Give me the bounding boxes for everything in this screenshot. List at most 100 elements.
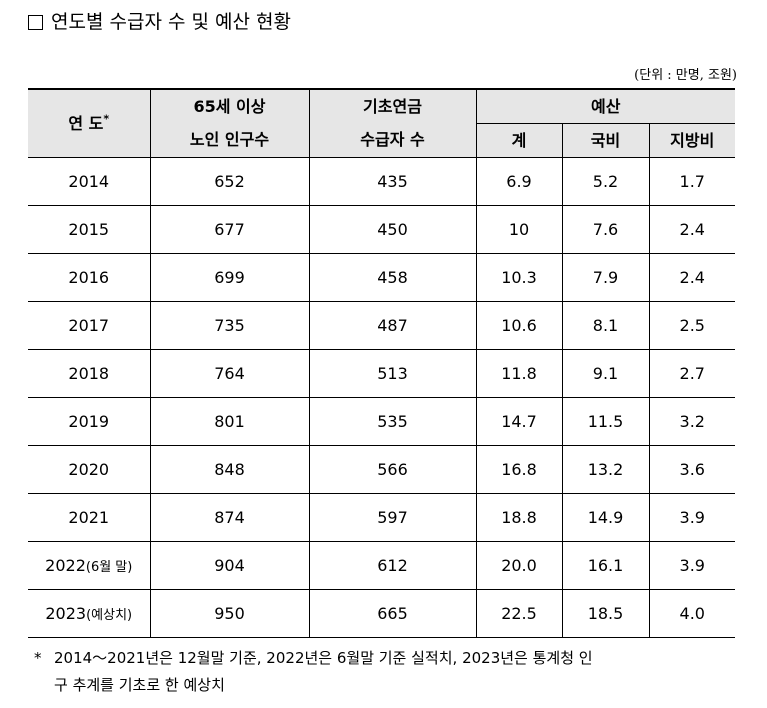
year-note: (예상치) xyxy=(86,608,133,623)
title-text: 연도별 수급자 수 및 예산 현황 xyxy=(51,11,291,33)
document-title: 연도별 수급자 수 및 예산 현황 xyxy=(28,8,291,36)
table-row: 2014 652 435 6.9 5.2 1.7 xyxy=(28,157,735,206)
table-row: 2021 874 597 18.8 14.9 3.9 xyxy=(28,493,735,542)
header-year: 연 도* xyxy=(28,88,151,158)
year-value: 2017 xyxy=(68,316,110,335)
year-value: 2021 xyxy=(68,508,110,527)
budget-table: 연 도* 65세 이상 노인 인구수 기초연금 수급자 수 예산 계 국비 지방… xyxy=(28,88,735,638)
table-row: 2019 801 535 14.7 11.5 3.2 xyxy=(28,397,735,446)
cell-elderly: 874 xyxy=(149,493,310,542)
header-year-label: 연 도 xyxy=(68,113,104,133)
cell-year: 2021 xyxy=(28,493,151,542)
cell-recipients: 450 xyxy=(308,205,477,254)
cell-year: 2015 xyxy=(28,205,151,254)
cell-local: 3.2 xyxy=(648,397,735,446)
cell-local: 4.0 xyxy=(648,589,735,638)
year-value: 2015 xyxy=(68,220,110,239)
cell-recipients: 665 xyxy=(308,589,477,638)
cell-local: 3.6 xyxy=(648,445,735,494)
cell-local: 2.5 xyxy=(648,301,735,350)
table-row: 2023(예상치) 950 665 22.5 18.5 4.0 xyxy=(28,589,735,638)
cell-year: 2023(예상치) xyxy=(28,589,151,638)
cell-elderly: 652 xyxy=(149,157,310,206)
cell-elderly: 699 xyxy=(149,253,310,302)
cell-elderly: 735 xyxy=(149,301,310,350)
cell-national: 9.1 xyxy=(561,349,650,398)
cell-local: 2.4 xyxy=(648,253,735,302)
header-recipients: 기초연금 수급자 수 xyxy=(308,88,477,158)
cell-total: 22.5 xyxy=(475,589,563,638)
cell-recipients: 487 xyxy=(308,301,477,350)
cell-local: 2.7 xyxy=(648,349,735,398)
cell-total: 10.6 xyxy=(475,301,563,350)
header-national: 국비 xyxy=(561,123,650,158)
cell-year: 2018 xyxy=(28,349,151,398)
header-elderly: 65세 이상 노인 인구수 xyxy=(149,88,310,158)
header-year-mark: * xyxy=(103,112,110,126)
cell-elderly: 677 xyxy=(149,205,310,254)
year-value: 2019 xyxy=(68,412,110,431)
cell-national: 13.2 xyxy=(561,445,650,494)
cell-elderly: 764 xyxy=(149,349,310,398)
cell-year: 2019 xyxy=(28,397,151,446)
cell-national: 7.9 xyxy=(561,253,650,302)
cell-local: 2.4 xyxy=(648,205,735,254)
cell-national: 11.5 xyxy=(561,397,650,446)
cell-total: 18.8 xyxy=(475,493,563,542)
header-budget: 예산 xyxy=(475,88,735,124)
cell-national: 8.1 xyxy=(561,301,650,350)
cell-recipients: 535 xyxy=(308,397,477,446)
header-elderly-line2: 노인 인구수 xyxy=(189,130,270,149)
cell-national: 7.6 xyxy=(561,205,650,254)
header-recipients-line2: 수급자 수 xyxy=(360,130,425,149)
cell-national: 14.9 xyxy=(561,493,650,542)
year-value: 2023 xyxy=(45,604,87,623)
table-row: 2015 677 450 10 7.6 2.4 xyxy=(28,205,735,254)
cell-total: 14.7 xyxy=(475,397,563,446)
cell-total: 11.8 xyxy=(475,349,563,398)
year-value: 2020 xyxy=(68,460,110,479)
cell-total: 20.0 xyxy=(475,541,563,590)
footnote-line2: 구 추계를 기초로 한 예상치 xyxy=(54,676,225,694)
cell-national: 5.2 xyxy=(561,157,650,206)
cell-recipients: 458 xyxy=(308,253,477,302)
header-total: 계 xyxy=(476,123,563,158)
cell-national: 18.5 xyxy=(561,589,650,638)
cell-local: 1.7 xyxy=(648,157,735,206)
header-recipients-line1: 기초연금 xyxy=(363,97,422,116)
table-row: 2017 735 487 10.6 8.1 2.5 xyxy=(28,301,735,350)
cell-recipients: 435 xyxy=(308,157,477,206)
cell-year: 2020 xyxy=(28,445,151,494)
year-value: 2018 xyxy=(68,364,110,383)
cell-year: 2017 xyxy=(28,301,151,350)
cell-recipients: 612 xyxy=(308,541,477,590)
cell-total: 10.3 xyxy=(475,253,563,302)
header-local: 지방비 xyxy=(648,123,735,158)
cell-elderly: 848 xyxy=(149,445,310,494)
cell-local: 3.9 xyxy=(648,493,735,542)
cell-total: 16.8 xyxy=(475,445,563,494)
year-value: 2016 xyxy=(68,268,110,287)
cell-recipients: 597 xyxy=(308,493,477,542)
cell-elderly: 950 xyxy=(149,589,310,638)
cell-total: 10 xyxy=(475,205,563,254)
cell-elderly: 801 xyxy=(149,397,310,446)
year-value: 2014 xyxy=(68,172,110,191)
unit-label: (단위 : 만명, 조원) xyxy=(634,68,737,83)
cell-elderly: 904 xyxy=(149,541,310,590)
footnote-line1: 2014～2021년은 12월말 기준, 2022년은 6월말 기준 실적치, … xyxy=(54,649,593,667)
header-elderly-line1: 65세 이상 xyxy=(193,97,266,116)
table-body: 2014 652 435 6.9 5.2 1.7 2015 677 450 10 7.6 2.4 201… xyxy=(28,157,735,638)
table-row: 2020 848 566 16.8 13.2 3.6 xyxy=(28,445,735,494)
cell-year: 2016 xyxy=(28,253,151,302)
cell-year: 2022(6월 말) xyxy=(28,541,151,590)
footnote: * 2014～2021년은 12월말 기준, 2022년은 6월말 기준 실적치,… xyxy=(34,645,734,699)
cell-recipients: 513 xyxy=(308,349,477,398)
cell-local: 3.9 xyxy=(648,541,735,590)
checkbox-square-icon xyxy=(28,14,43,30)
cell-total: 6.9 xyxy=(475,157,563,206)
table-row: 2018 764 513 11.8 9.1 2.7 xyxy=(28,349,735,398)
year-note: (6월 말) xyxy=(85,560,133,575)
footnote-mark: * xyxy=(34,649,42,667)
cell-national: 16.1 xyxy=(561,541,650,590)
